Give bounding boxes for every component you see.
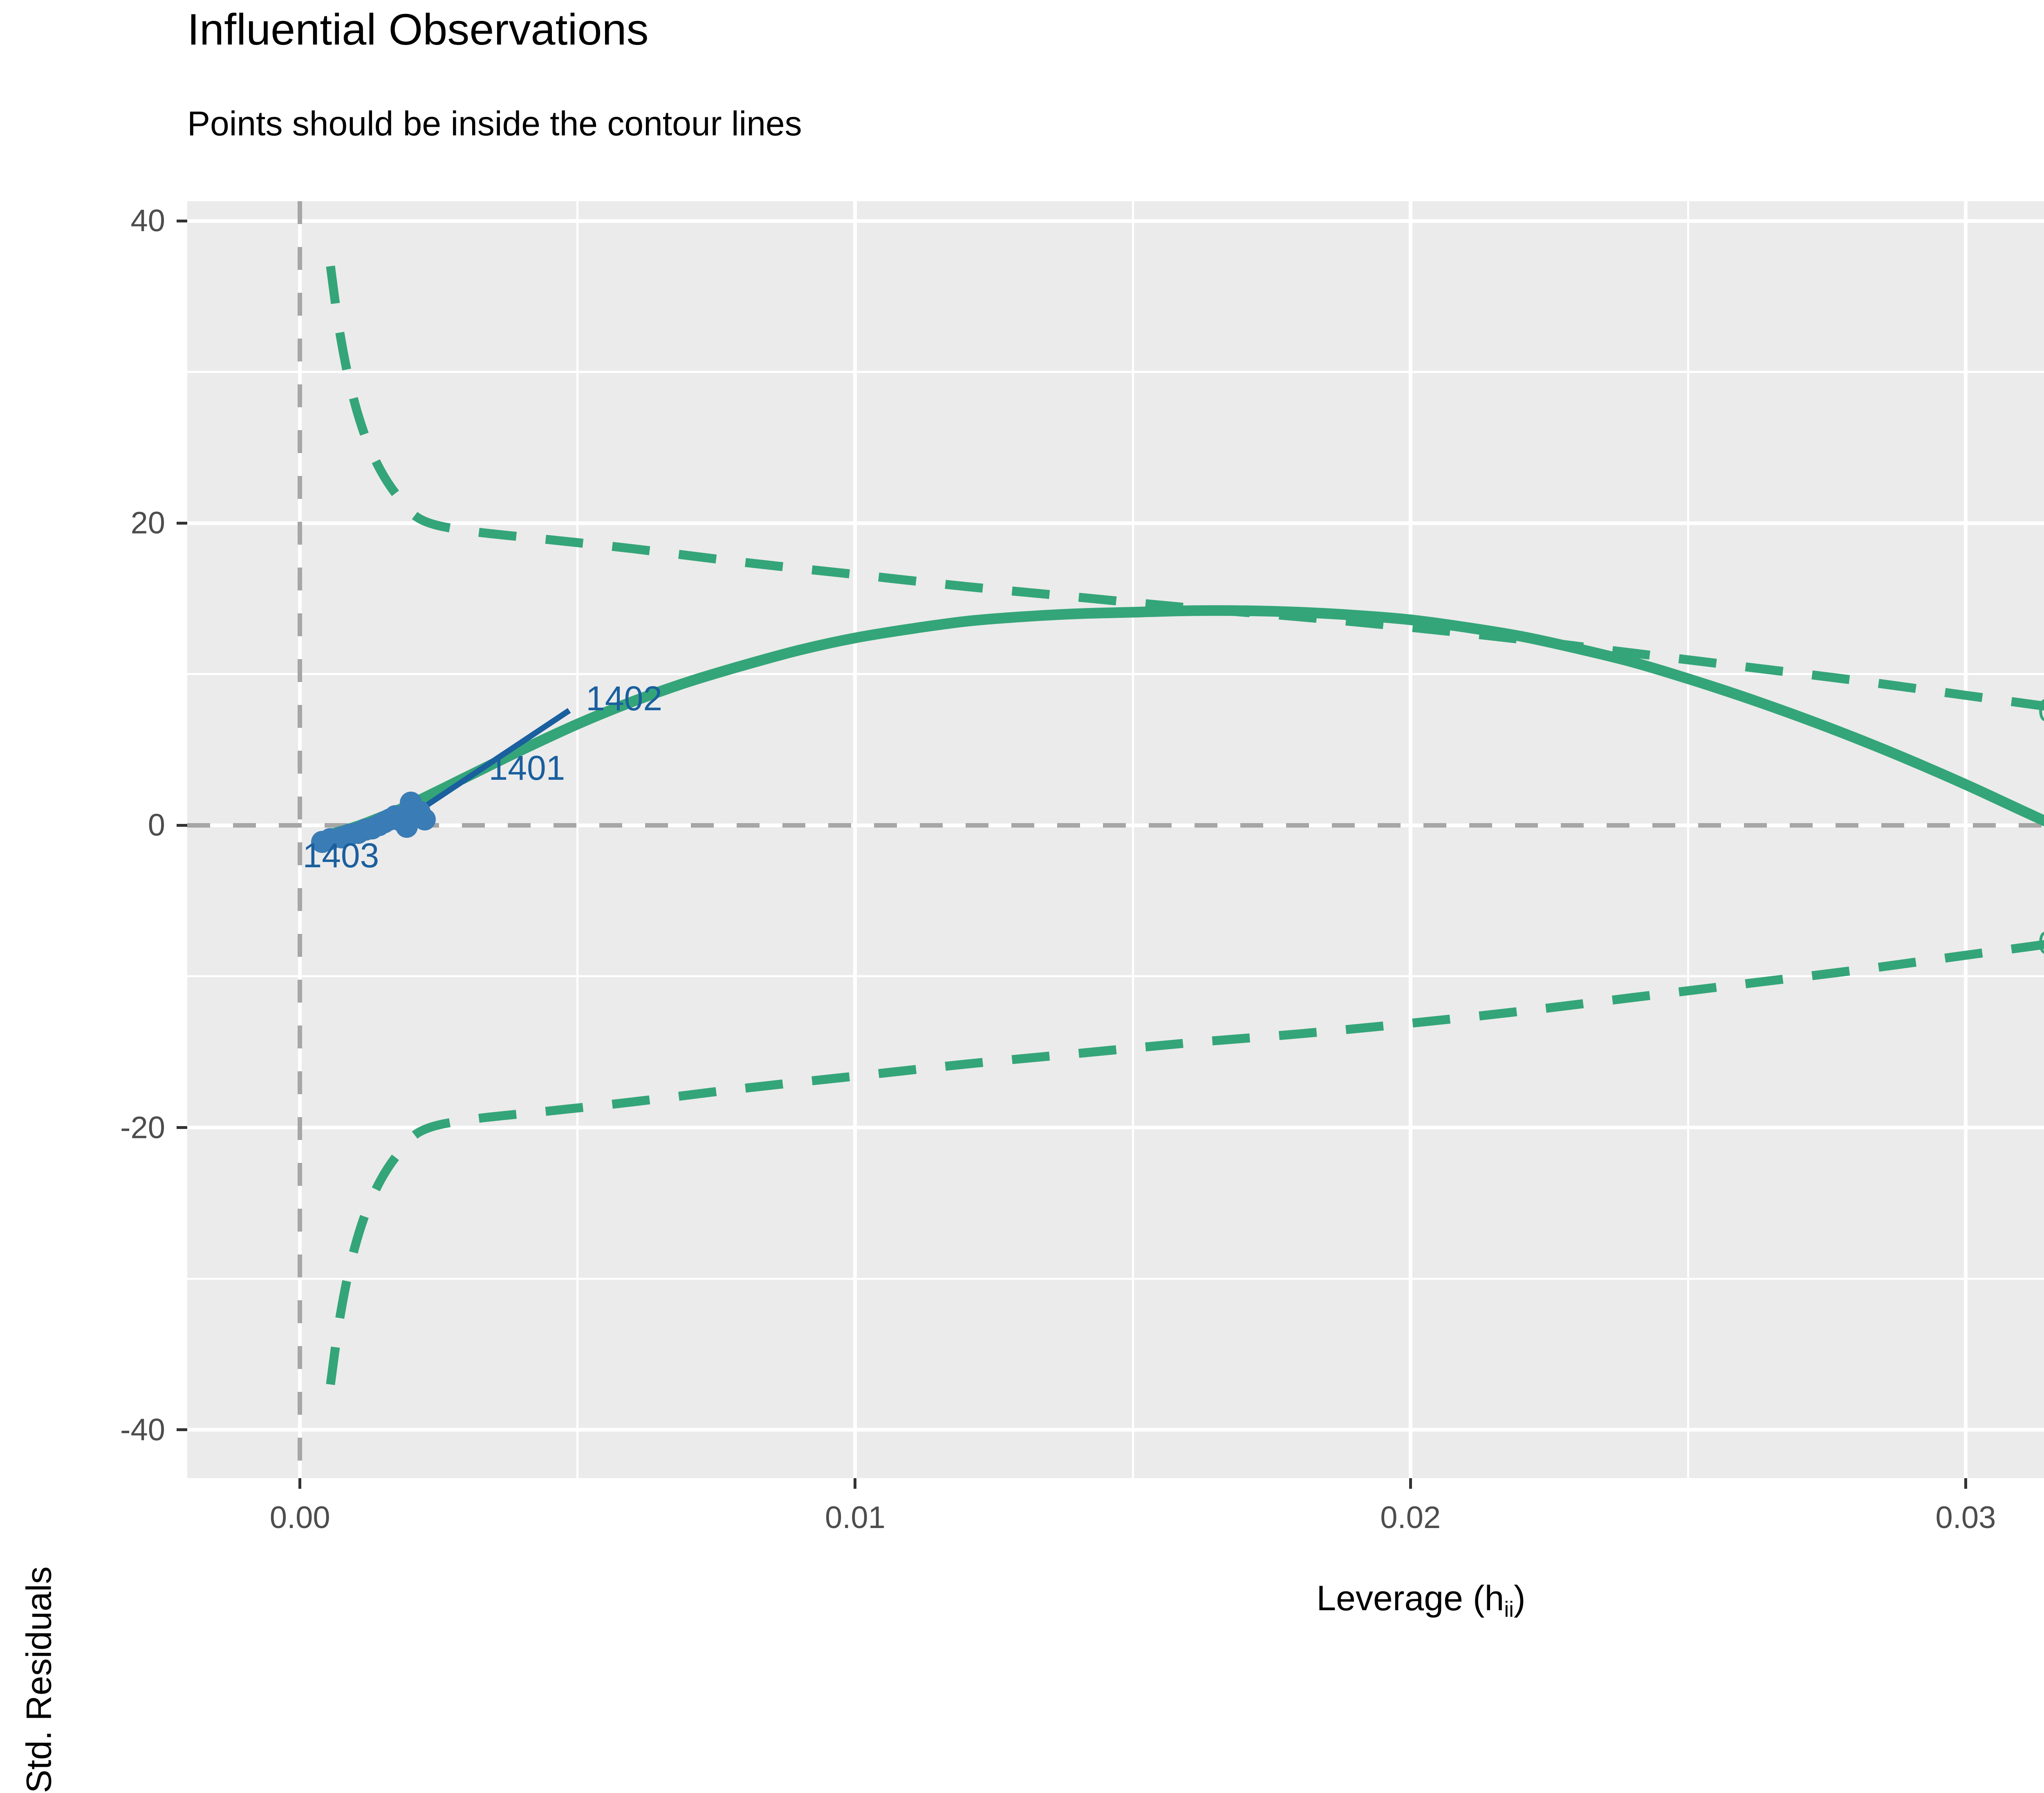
y-axis-tick (177, 1126, 187, 1129)
gridline-major-vertical (1408, 201, 1412, 1478)
x-axis-tick (1409, 1478, 1412, 1489)
x-axis-tick (298, 1478, 302, 1489)
chart-subtitle: Points should be inside the contour line… (187, 104, 802, 143)
series-line-cooks-distance-0.5-lower (326, 940, 2044, 1385)
series-line-loess-smooth (323, 605, 2044, 841)
reference-line-vertical (298, 201, 303, 1478)
x-axis-tick (854, 1478, 857, 1489)
y-axis-title: Std. Residuals (19, 1566, 59, 1793)
x-axis-title-main: Leverage (h (1316, 1579, 1504, 1618)
y-axis-tick (177, 219, 187, 222)
gridline-minor-horizontal (187, 1277, 2044, 1280)
gridline-minor-horizontal (187, 371, 2044, 373)
plot-svg (323, 265, 2044, 1385)
x-axis-tick-label: 0.03 (1935, 1500, 1996, 1535)
gridline-major-horizontal (187, 219, 2044, 223)
point-label: 1403 (303, 836, 379, 875)
contour-label: 0.5 (2038, 694, 2044, 727)
x-axis-tick-label: 0.02 (1380, 1500, 1441, 1535)
reference-line-horizontal (187, 823, 2044, 828)
gridline-major-vertical (1963, 201, 1968, 1478)
x-axis-title-subscript: ii (1504, 1597, 1514, 1622)
gridline-minor-vertical (1132, 201, 1134, 1478)
y-axis-tick-label: 20 (130, 505, 165, 541)
contour-label: 0.5 (2038, 927, 2044, 959)
gridline-major-horizontal (187, 1126, 2044, 1130)
plot-panel: 140214011403150115020.50.5 (187, 201, 2044, 1478)
x-axis-tick-label: 0.00 (269, 1500, 330, 1535)
gridline-minor-vertical (1687, 201, 1689, 1478)
data-point[interactable] (311, 831, 334, 853)
chart-root: Influential Observations Points should b… (19, 4, 2044, 1793)
gridline-major-horizontal (187, 1428, 2044, 1432)
gridline-minor-vertical (576, 201, 579, 1478)
y-axis-tick (177, 824, 187, 827)
page-title: Influential Observations (187, 4, 649, 54)
x-axis-tick-label: 0.01 (825, 1500, 885, 1535)
series-line-cooks-distance-0.5-upper (326, 265, 2044, 711)
point-label: 1402 (586, 679, 663, 718)
label-leader-line (417, 708, 571, 813)
x-axis-tick (1964, 1478, 1967, 1489)
gridline-minor-horizontal (187, 975, 2044, 978)
x-axis-title-tail: ) (1514, 1579, 1526, 1618)
x-axis-title: Leverage (hii) (1316, 1578, 1525, 1622)
y-axis-tick-label: -20 (120, 1110, 165, 1145)
gridline-minor-horizontal (187, 673, 2044, 675)
y-axis-tick-label: -40 (120, 1412, 165, 1447)
data-point[interactable] (414, 808, 436, 830)
y-axis-tick-label: 40 (130, 203, 165, 238)
gridline-major-horizontal (187, 521, 2044, 525)
point-label: 1401 (489, 748, 565, 787)
gridline-major-vertical (853, 201, 857, 1478)
y-axis-tick-label: 0 (148, 808, 165, 843)
y-axis-tick (177, 1428, 187, 1432)
y-axis-tick (177, 521, 187, 525)
